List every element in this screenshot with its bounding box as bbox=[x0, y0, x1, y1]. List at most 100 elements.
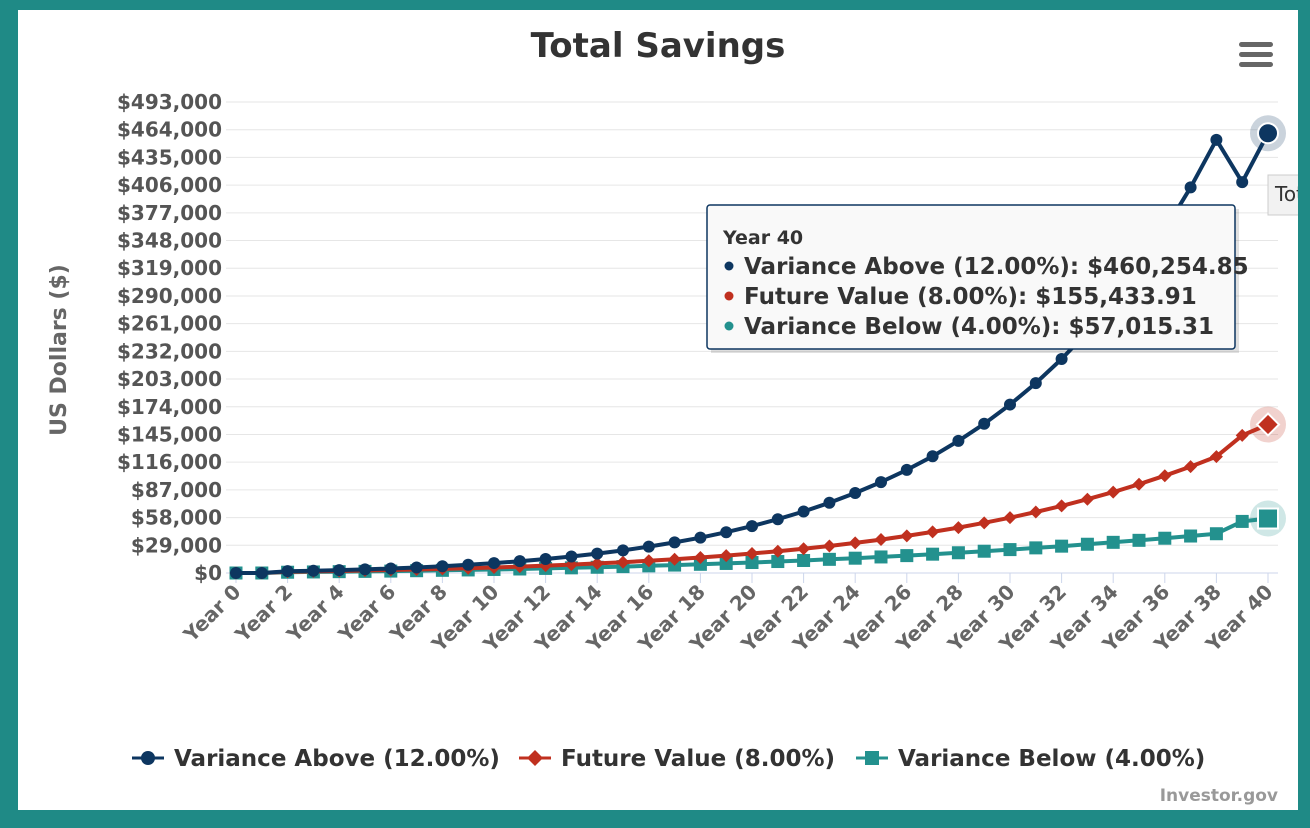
data-point[interactable] bbox=[849, 487, 862, 500]
data-point[interactable] bbox=[771, 513, 784, 526]
data-point[interactable] bbox=[822, 539, 836, 553]
data-point[interactable] bbox=[591, 547, 604, 560]
data-point[interactable] bbox=[333, 564, 346, 577]
data-point[interactable] bbox=[384, 562, 397, 575]
data-point[interactable] bbox=[693, 557, 707, 571]
data-point[interactable] bbox=[410, 561, 423, 574]
data-point[interactable] bbox=[1184, 181, 1197, 194]
data-point[interactable] bbox=[1080, 492, 1094, 506]
data-point[interactable] bbox=[951, 521, 965, 535]
legend-item-variance-below[interactable]: Variance Below (4.00%) bbox=[856, 746, 1205, 772]
data-point[interactable] bbox=[848, 536, 862, 550]
data-point[interactable] bbox=[1235, 428, 1249, 442]
data-point[interactable] bbox=[694, 531, 707, 544]
data-point[interactable] bbox=[1055, 352, 1068, 365]
data-point[interactable] bbox=[875, 476, 887, 489]
data-point[interactable] bbox=[1055, 499, 1069, 513]
data-point[interactable] bbox=[307, 564, 320, 577]
data-point[interactable] bbox=[978, 417, 991, 430]
data-point[interactable] bbox=[900, 529, 914, 543]
data-point[interactable] bbox=[745, 547, 759, 561]
data-point[interactable] bbox=[823, 496, 836, 509]
data-point[interactable] bbox=[1106, 485, 1120, 499]
data-point[interactable] bbox=[1106, 535, 1120, 549]
data-point[interactable] bbox=[1004, 398, 1016, 411]
data-point[interactable] bbox=[1055, 539, 1069, 553]
data-point[interactable] bbox=[255, 567, 268, 579]
data-point[interactable] bbox=[617, 544, 629, 557]
y-axis-label: US Dollars ($) bbox=[47, 264, 72, 436]
data-point[interactable] bbox=[746, 520, 758, 533]
y-tick-label: $87,000 bbox=[131, 478, 222, 502]
data-point[interactable] bbox=[1158, 469, 1172, 483]
data-point[interactable] bbox=[874, 550, 888, 564]
data-point[interactable] bbox=[488, 557, 500, 570]
data-point[interactable] bbox=[1209, 450, 1223, 464]
data-point[interactable] bbox=[797, 553, 811, 567]
data-point[interactable] bbox=[822, 552, 836, 566]
data-point[interactable] bbox=[977, 516, 991, 530]
legend-label-variance-below: Variance Below (4.00%) bbox=[898, 746, 1205, 772]
legend-item-variance-above[interactable]: Variance Above (12.00%) bbox=[132, 746, 500, 772]
data-point[interactable] bbox=[900, 463, 913, 476]
data-point[interactable] bbox=[771, 544, 785, 558]
data-point[interactable] bbox=[281, 565, 294, 578]
data-point[interactable] bbox=[900, 549, 914, 563]
data-point[interactable] bbox=[590, 556, 604, 570]
data-point[interactable] bbox=[668, 536, 681, 549]
data-point[interactable] bbox=[668, 552, 682, 566]
data-point[interactable] bbox=[693, 551, 707, 565]
data-point[interactable] bbox=[926, 547, 940, 561]
data-point[interactable] bbox=[1209, 527, 1223, 541]
data-point[interactable] bbox=[436, 560, 449, 573]
data-point[interactable] bbox=[1080, 537, 1094, 551]
data-point[interactable] bbox=[1003, 511, 1017, 525]
y-tick-label: $290,000 bbox=[117, 284, 222, 308]
data-point[interactable] bbox=[462, 558, 475, 571]
data-point[interactable] bbox=[513, 555, 526, 568]
data-point[interactable] bbox=[926, 450, 939, 463]
data-point[interactable] bbox=[539, 552, 552, 565]
data-point[interactable] bbox=[719, 556, 733, 570]
data-point[interactable] bbox=[1257, 122, 1279, 145]
data-point[interactable] bbox=[719, 549, 733, 563]
data-point[interactable] bbox=[1235, 514, 1249, 528]
data-point[interactable] bbox=[1158, 531, 1172, 545]
y-tick-label: $377,000 bbox=[117, 201, 222, 225]
data-point[interactable] bbox=[642, 540, 655, 553]
data-point[interactable] bbox=[848, 551, 862, 565]
series-line bbox=[234, 131, 1270, 575]
data-point[interactable] bbox=[745, 555, 759, 569]
data-point[interactable] bbox=[1210, 133, 1223, 146]
data-point[interactable] bbox=[771, 555, 785, 569]
credit-link[interactable]: Investor.gov bbox=[1160, 786, 1278, 806]
data-point[interactable] bbox=[874, 533, 888, 547]
data-point[interactable] bbox=[359, 563, 371, 576]
chart-container: Total Savings hamburger-menu-icon US Dol… bbox=[18, 10, 1298, 810]
data-point[interactable] bbox=[1257, 507, 1279, 530]
data-point[interactable] bbox=[1003, 543, 1017, 557]
data-point[interactable] bbox=[1029, 377, 1042, 390]
menu-button[interactable]: hamburger-menu-icon bbox=[18, 10, 1278, 72]
data-point[interactable] bbox=[1132, 477, 1146, 491]
data-point[interactable] bbox=[616, 555, 630, 569]
data-point[interactable] bbox=[1184, 529, 1198, 543]
data-point[interactable] bbox=[926, 525, 940, 539]
data-point[interactable] bbox=[1255, 412, 1281, 437]
legend-diamond-icon bbox=[527, 750, 543, 766]
data-point[interactable] bbox=[952, 434, 965, 447]
data-point[interactable] bbox=[1029, 505, 1043, 519]
data-point[interactable] bbox=[720, 526, 733, 539]
data-point[interactable] bbox=[565, 550, 578, 563]
data-point[interactable] bbox=[642, 554, 656, 568]
data-point[interactable] bbox=[797, 542, 811, 556]
data-point[interactable] bbox=[951, 546, 965, 560]
data-point[interactable] bbox=[797, 505, 810, 518]
data-point[interactable] bbox=[1236, 176, 1249, 189]
data-point[interactable] bbox=[1029, 541, 1043, 555]
legend-item-future-value[interactable]: Future Value (8.00%) bbox=[519, 746, 835, 772]
data-point[interactable] bbox=[1184, 460, 1198, 474]
data-point[interactable] bbox=[977, 544, 991, 558]
data-point[interactable] bbox=[1132, 533, 1146, 547]
data-point[interactable] bbox=[230, 567, 242, 579]
